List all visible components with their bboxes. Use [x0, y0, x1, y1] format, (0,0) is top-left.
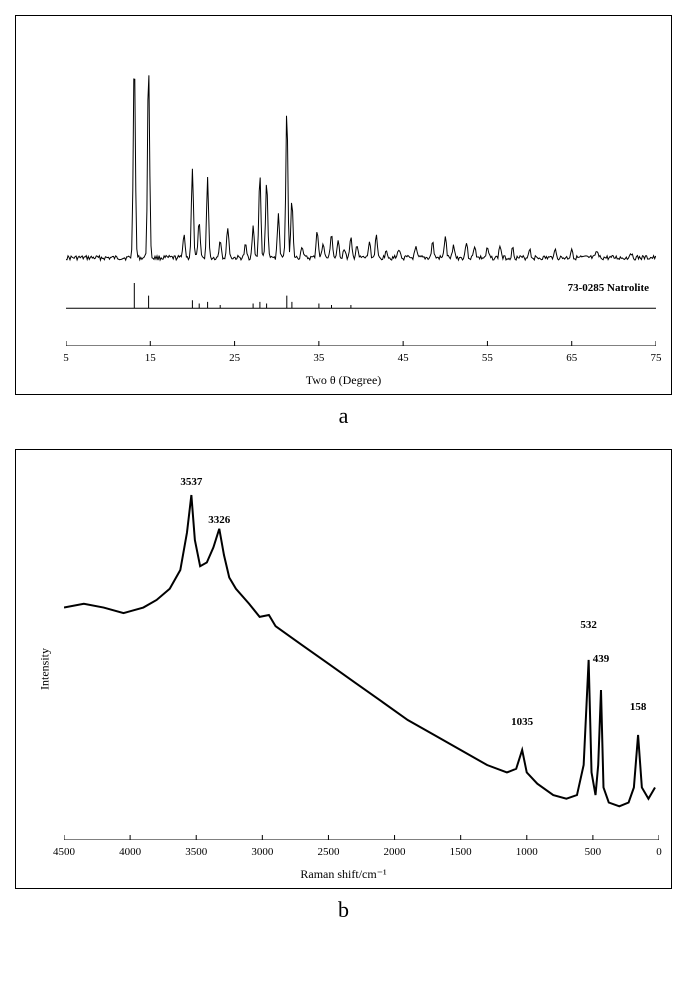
xrd-chart: Relative Intensity (Counts/sec) Two θ (D…: [15, 15, 672, 395]
raman-chart: Intensity Raman shift/cm⁻¹ 3537 3326 1035 5…: [15, 449, 672, 889]
chart-b-xtick: 3500: [185, 846, 207, 858]
chart-a-xtick: 55: [482, 352, 493, 364]
chart-a-plot: [66, 31, 656, 346]
chart-b-xtick: 500: [585, 846, 602, 858]
raman-peak-label: 158: [630, 701, 647, 713]
chart-b-xtick: 0: [656, 846, 662, 858]
chart-a-xtick: 65: [566, 352, 577, 364]
chart-b-xtick: 3000: [251, 846, 273, 858]
chart-a-xlabel: Two θ (Degree): [306, 373, 382, 388]
chart-b-plot: [64, 465, 659, 840]
subplot-label-a: a: [15, 403, 672, 429]
subplot-label-b: b: [15, 897, 672, 923]
chart-b-xtick: 1500: [450, 846, 472, 858]
chart-b-xtick: 2500: [317, 846, 339, 858]
chart-a-xtick: 25: [229, 352, 240, 364]
raman-peak-label: 439: [593, 653, 610, 665]
chart-a-xtick: 45: [398, 352, 409, 364]
chart-b-svg: [64, 465, 659, 840]
raman-peak-label: 532: [580, 619, 597, 631]
chart-a-xtick: 5: [63, 352, 69, 364]
reference-pattern-label: 73-0285 Natrolite: [568, 282, 649, 294]
raman-peak-label: 1035: [511, 716, 533, 728]
raman-peak-label: 3326: [208, 514, 230, 526]
chart-b-xlabel: Raman shift/cm⁻¹: [300, 867, 386, 882]
chart-a-xtick: 35: [313, 352, 324, 364]
chart-a-svg: [66, 31, 656, 346]
raman-peak-label: 3537: [180, 476, 202, 488]
chart-a-xtick: 75: [651, 352, 662, 364]
chart-a-xtick: 15: [145, 352, 156, 364]
chart-b-xtick: 4000: [119, 846, 141, 858]
chart-b-xtick: 1000: [516, 846, 538, 858]
chart-b-ylabel: Intensity: [38, 648, 53, 690]
chart-b-xtick: 4500: [53, 846, 75, 858]
chart-b-xtick: 2000: [384, 846, 406, 858]
